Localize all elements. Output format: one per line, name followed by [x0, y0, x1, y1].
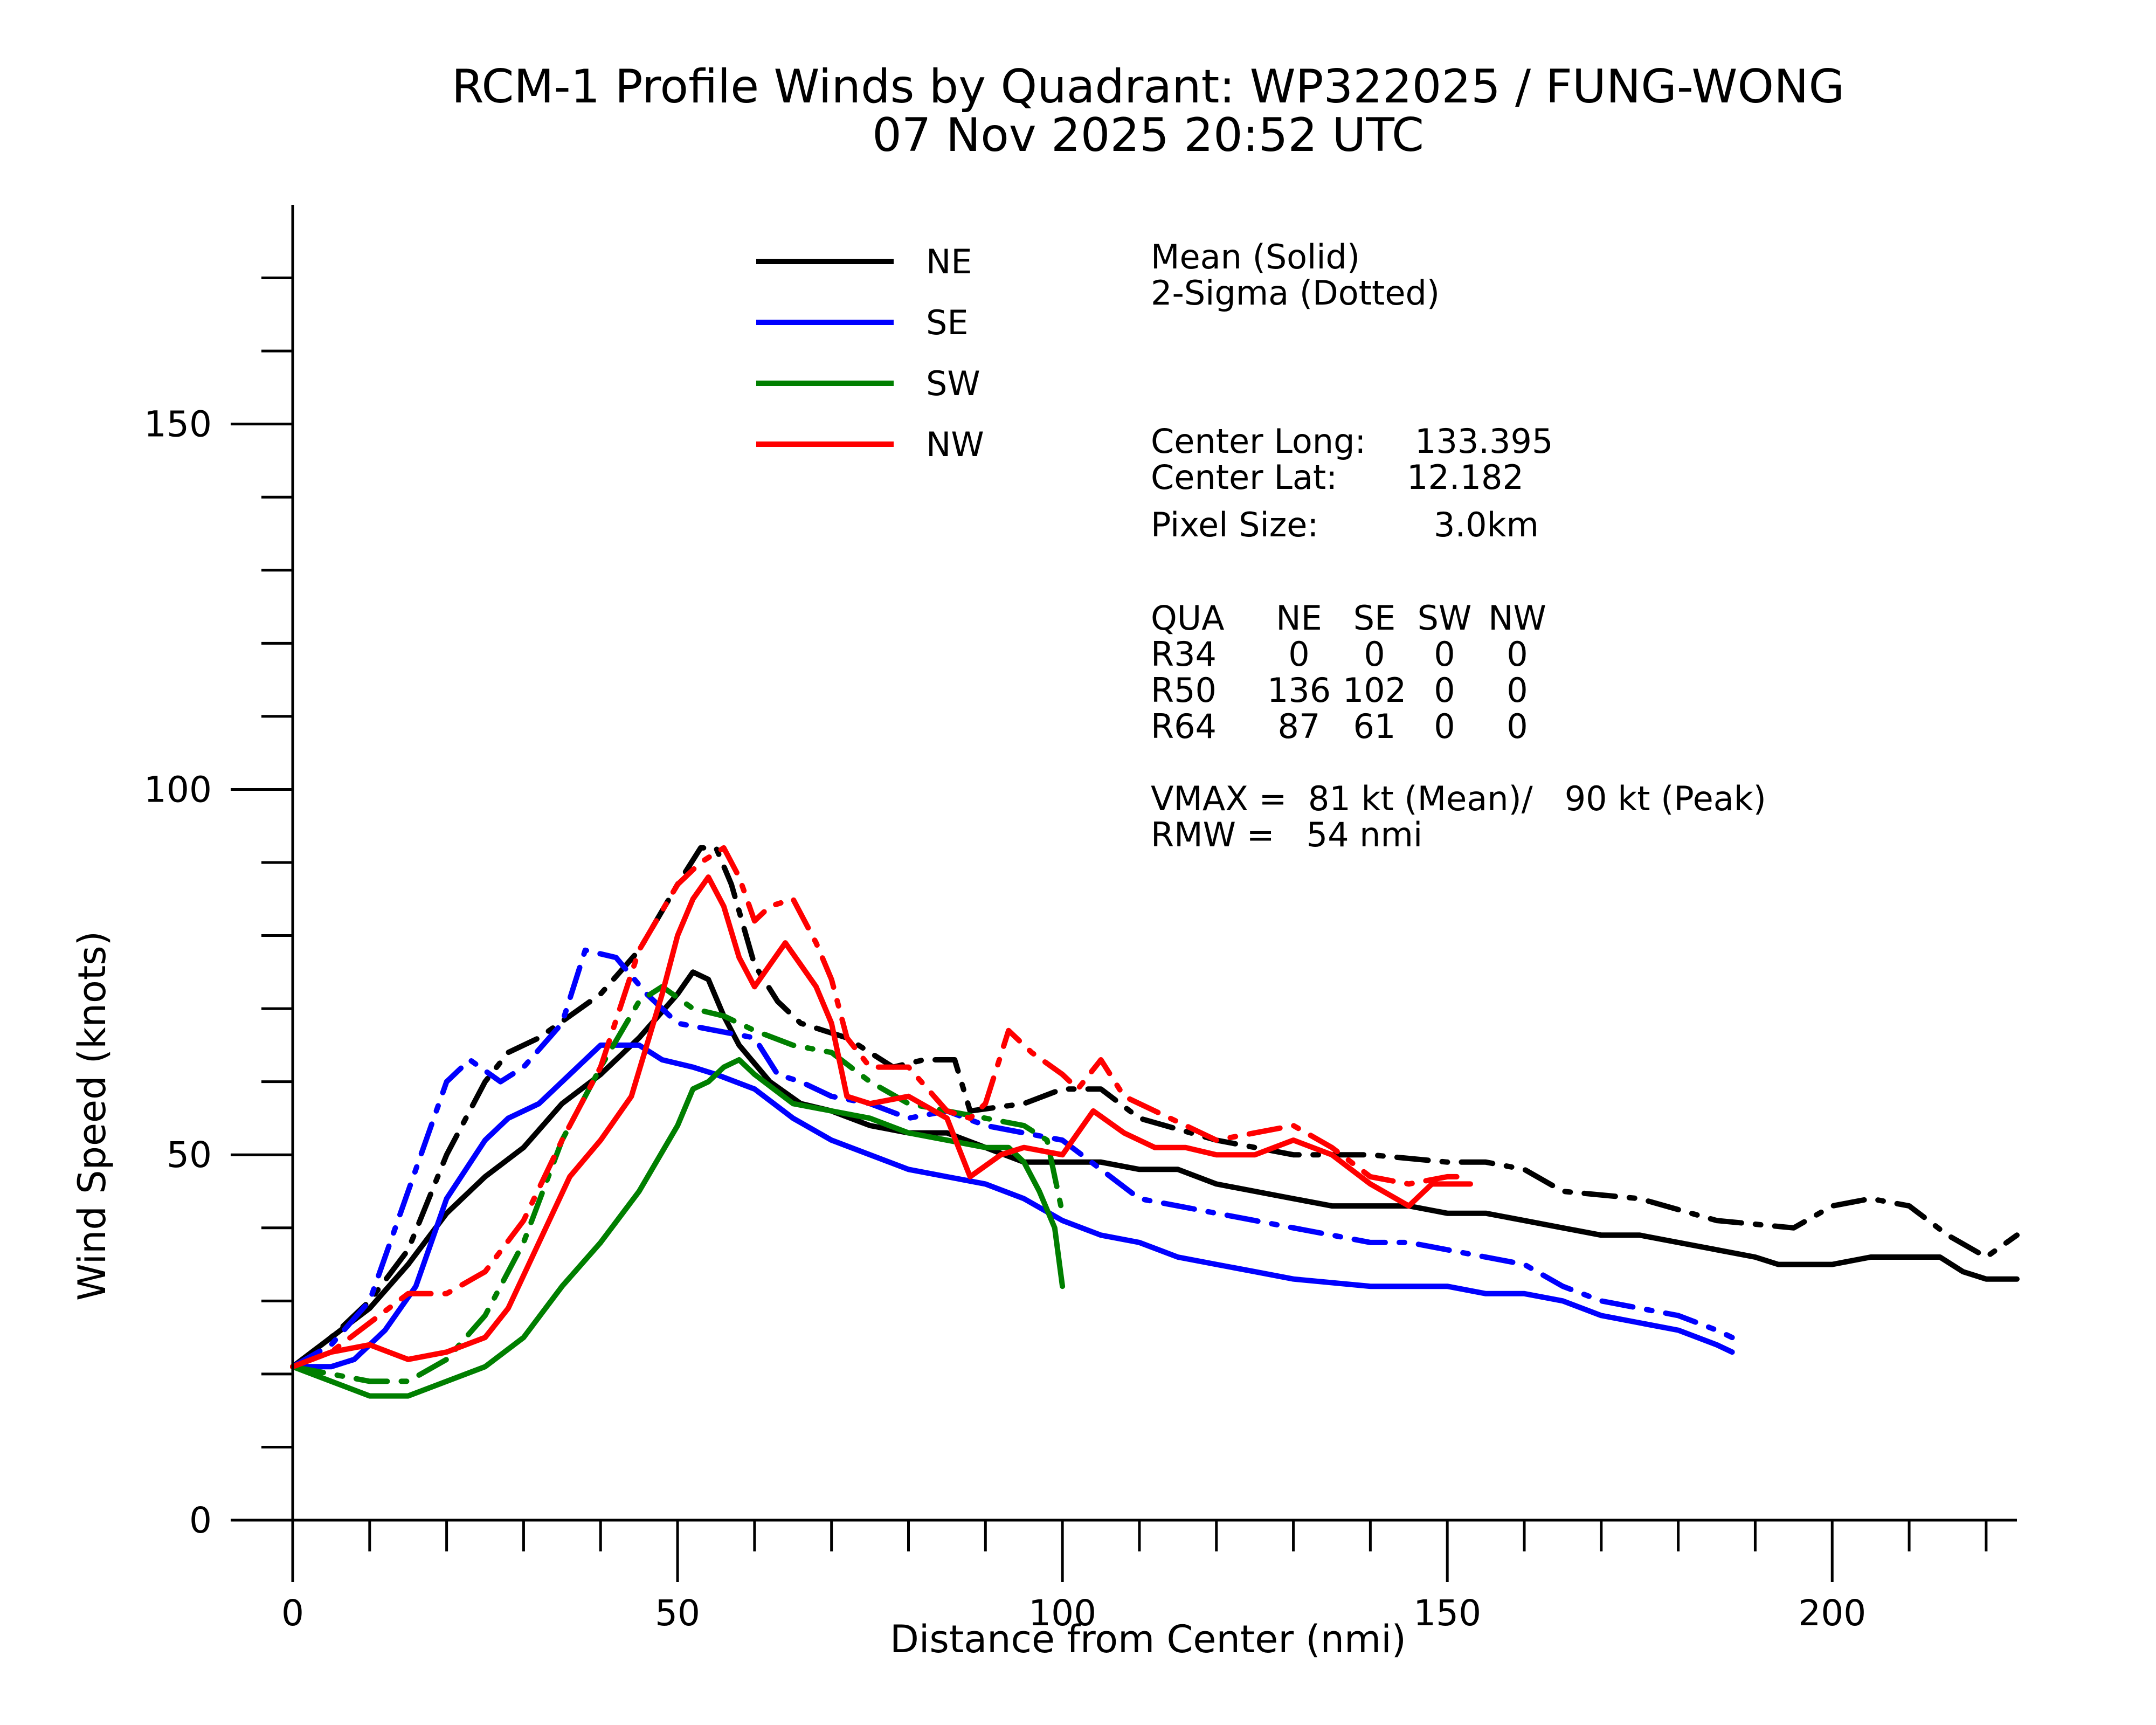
legend-label-nw: NW [926, 425, 984, 464]
radii-cell: 0 [1507, 634, 1528, 674]
radii-cell: 102 [1343, 671, 1406, 710]
radii-header-cell: NE [1276, 598, 1322, 638]
series-sw-mean-line [290, 1057, 1066, 1399]
radii-header-cell: SE [1353, 598, 1396, 638]
x-tick-label: 50 [655, 1592, 700, 1634]
plot-area [290, 845, 2020, 1399]
y-tick-label: 150 [144, 404, 212, 445]
radii-cell: 0 [1434, 707, 1455, 746]
legend: NE SE SW NW [756, 242, 984, 464]
series-se-mean-line [290, 1042, 1735, 1370]
pixel-size-value: 3.0km [1434, 505, 1539, 544]
radii-cell: 0 [1507, 707, 1528, 746]
radii-header-cell: QUA [1151, 598, 1225, 638]
y-tick-label: 100 [144, 769, 212, 810]
series-ne-sigma-line [290, 845, 2020, 1370]
x-tick-label: 100 [1028, 1592, 1096, 1634]
chart-subtitle: 07 Nov 2025 20:52 UTC [872, 108, 1424, 162]
y-tick-label: 0 [189, 1500, 212, 1541]
mean-note: Mean (Solid) [1151, 237, 1360, 277]
center-long-label: Center Long: [1151, 422, 1366, 461]
radii-cell: 136 [1267, 671, 1331, 710]
radii-cell: 61 [1353, 707, 1396, 746]
radii-cell: 0 [1288, 634, 1309, 674]
vmax-line: VMAX = 81 kt (Mean)/ 90 kt (Peak) [1151, 779, 1766, 818]
x-tick-label: 150 [1413, 1592, 1481, 1634]
radii-cell: 0 [1434, 634, 1455, 674]
rmw-line: RMW = 54 nmi [1151, 815, 1422, 854]
legend-label-ne: NE [926, 242, 972, 281]
radii-header-cell: SW [1418, 598, 1472, 638]
series-se-sigma-line [290, 947, 1735, 1370]
series-nw-sigma-line [290, 845, 1473, 1370]
sigma-note: 2-Sigma (Dotted) [1151, 273, 1440, 313]
radii-cell: 0 [1364, 634, 1385, 674]
radii-header-cell: NW [1488, 598, 1546, 638]
info-panel: Mean (Solid) 2-Sigma (Dotted) Center Lon… [1151, 237, 1766, 854]
x-tick-label: 200 [1798, 1592, 1866, 1634]
radii-cell: R50 [1151, 671, 1217, 710]
series-nw-mean-line [290, 874, 1473, 1370]
radii-cell: 87 [1278, 707, 1321, 746]
center-lat-value: 12.182 [1407, 458, 1524, 497]
y-axis: 0 50 100 150 [144, 205, 294, 1582]
y-axis-label: Wind Speed (knots) [70, 931, 114, 1301]
x-axis-label: Distance from Center (nmi) [890, 1617, 1406, 1661]
radii-cell: R64 [1151, 707, 1217, 746]
radii-cell: R34 [1151, 634, 1217, 674]
radii-cell: 0 [1507, 671, 1528, 710]
y-tick-label: 50 [167, 1134, 212, 1176]
center-long-value: 133.395 [1415, 422, 1553, 461]
pixel-size-label: Pixel Size: [1151, 505, 1318, 544]
x-tick-label: 0 [281, 1592, 304, 1634]
x-axis: 0 50 100 150 200 [231, 1519, 2017, 1634]
legend-label-se: SE [926, 303, 969, 342]
series-ne-mean-line [290, 969, 2020, 1370]
legend-label-sw: SW [926, 364, 980, 403]
center-lat-label: Center Lat: [1151, 458, 1337, 497]
series-sw-sigma-line [290, 984, 1066, 1384]
radii-cell: 0 [1434, 671, 1455, 710]
chart-title: RCM-1 Profile Winds by Quadrant: WP32202… [452, 60, 1844, 114]
